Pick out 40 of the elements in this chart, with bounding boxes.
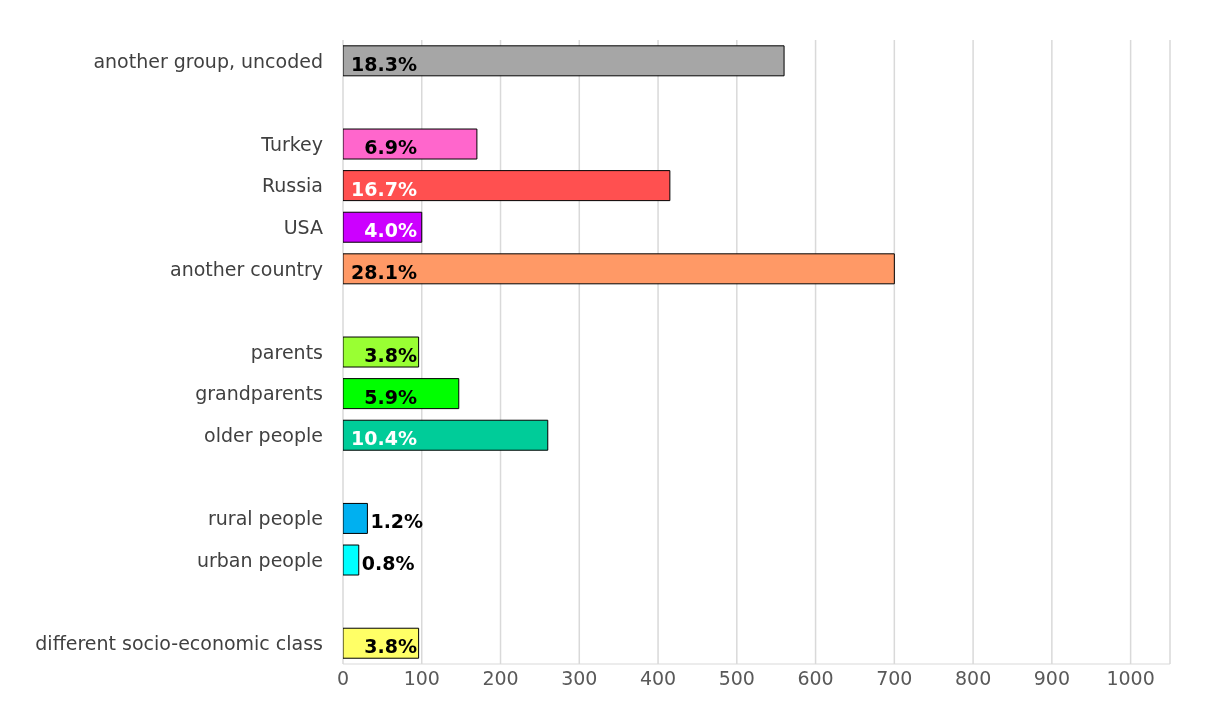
x-tick-label: 700 <box>876 667 913 690</box>
bar <box>343 45 785 77</box>
y-tick-label: rural people <box>207 507 323 530</box>
y-tick-label: Russia <box>261 174 323 197</box>
bar <box>343 170 671 202</box>
y-tick-label: grandparents <box>195 382 323 405</box>
y-tick-label: another country <box>169 257 323 280</box>
x-tick-label: 400 <box>639 667 677 690</box>
x-tick-label: 500 <box>718 667 755 690</box>
annotation: 18.3% <box>351 52 417 75</box>
x-tick-label: 300 <box>561 667 598 690</box>
y-tick-label: urban people <box>196 548 323 571</box>
bar <box>343 544 360 576</box>
x-tick-label: 900 <box>1033 667 1070 690</box>
y-tick-label: Turkey <box>260 132 323 155</box>
x-tick-label: 200 <box>482 667 519 690</box>
y-tick-label: older people <box>204 423 323 446</box>
x-tick-label: 100 <box>403 667 440 690</box>
bar <box>343 253 895 285</box>
bar <box>343 128 478 160</box>
y-tick-label: USA <box>283 215 323 238</box>
annotation: 4.0% <box>364 219 417 242</box>
annotation: 0.8% <box>361 552 415 575</box>
bar <box>343 419 549 451</box>
annotation: 3.8% <box>364 635 417 658</box>
x-tick-label: 800 <box>954 667 992 690</box>
y-tick-label: different socio-economic class <box>35 631 323 654</box>
annotation: 28.1% <box>351 260 417 283</box>
x-tick-label: 1000 <box>1106 667 1155 690</box>
y-tick-label: another group, uncoded <box>93 49 323 72</box>
annotation: 16.7% <box>351 177 417 200</box>
bar <box>343 502 368 534</box>
x-tick-label: 0 <box>336 667 350 690</box>
annotation: 3.8% <box>364 344 417 367</box>
annotation: 1.2% <box>370 510 424 533</box>
annotation: 5.9% <box>364 385 417 408</box>
x-tick-label: 600 <box>797 667 834 690</box>
annotation: 10.4% <box>351 427 417 450</box>
y-tick-label: parents <box>250 340 323 363</box>
annotation: 6.9% <box>364 136 417 159</box>
